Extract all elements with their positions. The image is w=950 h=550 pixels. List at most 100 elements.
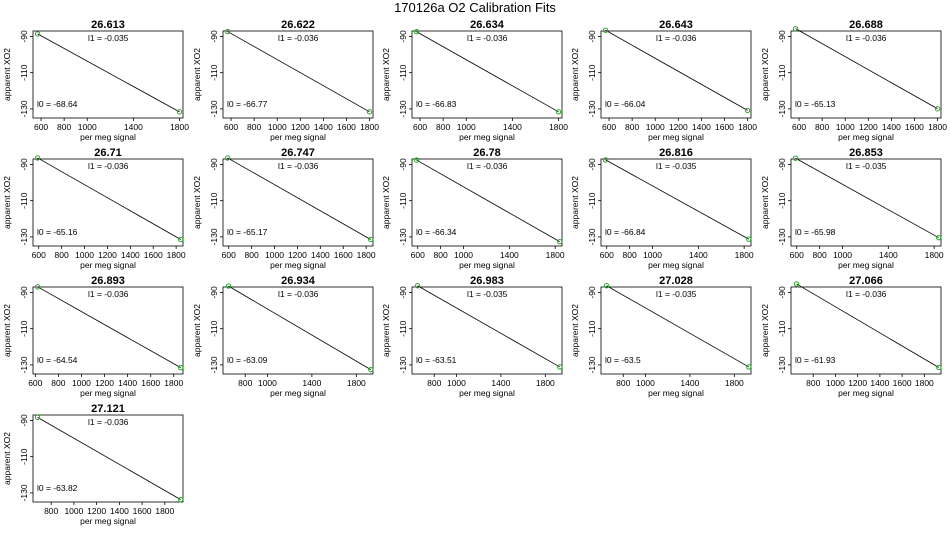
x-tick-label: 800 (238, 378, 252, 388)
x-axis-label: per meg signal (838, 260, 894, 270)
panel-13: 27.028 800 1000 1400 1800 -90 -110 -130 per meg … (570, 275, 752, 398)
x-tick-label: 1800 (164, 378, 183, 388)
slope-label: l1 = -0.036 (88, 161, 129, 171)
slope-label: l1 = -0.035 (846, 161, 887, 171)
y-tick-label: -110 (19, 64, 29, 81)
x-tick-label: 1800 (360, 122, 379, 132)
y-tick-label: -90 (209, 286, 219, 299)
panel-0: 26.613 600 800 1000 1400 1800 -90 -110 -130 per m… (2, 19, 189, 142)
y-axis-label: apparent XO2 (381, 48, 391, 101)
x-tick-label: 800 (434, 250, 448, 260)
y-axis-label: apparent XO2 (570, 48, 580, 101)
x-tick-label: 1000 (454, 250, 473, 260)
x-tick-label: 600 (28, 378, 42, 388)
data-point (746, 236, 752, 242)
plot-frame (411, 30, 563, 119)
x-tick-label: 1200 (848, 378, 867, 388)
intercept-label: l0 = -64.54 (37, 355, 78, 365)
y-tick-label: -90 (587, 286, 597, 299)
panel-title: 26.816 (659, 147, 693, 159)
x-tick-label: 1400 (302, 378, 321, 388)
x-tick-label: 1000 (75, 250, 94, 260)
data-point (34, 31, 41, 37)
y-axis-label: apparent XO2 (570, 176, 580, 229)
data-point (368, 366, 374, 373)
slope-label: l1 = -0.036 (467, 33, 508, 43)
panel-2: 26.634 600 800 1000 1400 1800 -90 -110 -130 per m… (381, 19, 568, 142)
x-tick-label: 600 (34, 122, 48, 132)
y-axis-label: apparent XO2 (381, 176, 391, 229)
x-tick-label: 800 (247, 122, 261, 132)
x-axis-label: per meg signal (648, 388, 704, 398)
panel-14: 27.066 800 1000 1200 1400 1600 1800 -90 -110 -130… (760, 275, 942, 398)
y-tick-label: -90 (398, 286, 408, 299)
y-tick-label: -110 (19, 192, 29, 209)
panel-title: 26.78 (473, 147, 501, 159)
data-point (178, 236, 184, 243)
panel-4: 26.688 600 800 1000 1200 1400 1600 1800 -90 -110 -… (760, 19, 947, 142)
y-axis-label: apparent XO2 (192, 48, 202, 101)
fit-line (228, 285, 371, 370)
y-axis-label: apparent XO2 (2, 304, 12, 357)
y-tick-label: -130 (587, 100, 597, 117)
panel-title: 26.893 (91, 275, 125, 287)
y-tick-label: -130 (398, 100, 408, 117)
x-tick-label: 800 (813, 250, 827, 260)
panel-title: 26.688 (849, 19, 883, 31)
x-axis-label: per meg signal (80, 260, 136, 270)
panel-12: 26.983 800 1000 1400 1800 -90 -110 -130 per meg … (381, 275, 563, 398)
x-tick-label: 1400 (311, 250, 330, 260)
slope-label: l1 = -0.036 (88, 289, 129, 299)
plot-frame (600, 286, 752, 375)
intercept-label: l0 = -63.51 (416, 355, 457, 365)
x-tick-label: 600 (600, 250, 614, 260)
x-tick-label: 800 (806, 378, 820, 388)
x-tick-label: 600 (411, 250, 425, 260)
intercept-label: l0 = -66.84 (605, 227, 646, 237)
data-point (792, 25, 799, 32)
fit-line (227, 31, 370, 113)
panel-title: 26.622 (281, 19, 315, 31)
y-tick-label: -130 (19, 356, 29, 373)
y-tick-label: -130 (777, 100, 787, 117)
x-tick-label: 1000 (265, 250, 284, 260)
data-point (555, 109, 562, 115)
data-point (792, 155, 799, 161)
panel-1: 26.622 600 800 1000 1200 1400 1600 1800 -90 -110 -… (192, 19, 379, 142)
y-tick-label: -90 (19, 158, 29, 171)
x-tick-label: 1000 (447, 378, 466, 388)
plot-frame (32, 286, 184, 375)
y-tick-label: -130 (19, 100, 29, 117)
x-tick-label: 800 (51, 378, 65, 388)
y-tick-label: -110 (587, 64, 597, 81)
x-axis-label: per meg signal (838, 388, 894, 398)
y-tick-label: -130 (587, 228, 597, 245)
y-tick-label: -110 (587, 192, 597, 209)
slope-label: l1 = -0.036 (656, 33, 697, 43)
slope-label: l1 = -0.035 (88, 33, 129, 43)
x-tick-label: 1400 (118, 378, 137, 388)
data-point (934, 106, 941, 112)
slope-label: l1 = -0.035 (467, 289, 508, 299)
x-tick-label: 1800 (357, 250, 376, 260)
plot-frame (790, 30, 942, 119)
x-tick-label: 600 (224, 122, 238, 132)
x-axis-label: per meg signal (80, 132, 136, 142)
x-tick-label: 1600 (893, 378, 912, 388)
y-tick-label: -110 (398, 64, 408, 81)
x-axis-label: per meg signal (80, 388, 136, 398)
y-tick-label: -130 (19, 228, 29, 245)
panel-title: 26.853 (849, 147, 883, 159)
y-tick-label: -110 (19, 320, 29, 337)
panel-title: 26.643 (659, 19, 693, 31)
x-tick-label: 1600 (133, 506, 152, 516)
fit-line (605, 159, 749, 240)
y-tick-label: -90 (587, 30, 597, 43)
y-tick-label: -110 (587, 320, 597, 337)
y-tick-label: -110 (209, 64, 219, 81)
intercept-label: l0 = -65.17 (227, 227, 268, 237)
slope-label: l1 = -0.036 (846, 289, 887, 299)
x-tick-label: 1400 (491, 378, 510, 388)
x-tick-label: 1000 (646, 122, 665, 132)
